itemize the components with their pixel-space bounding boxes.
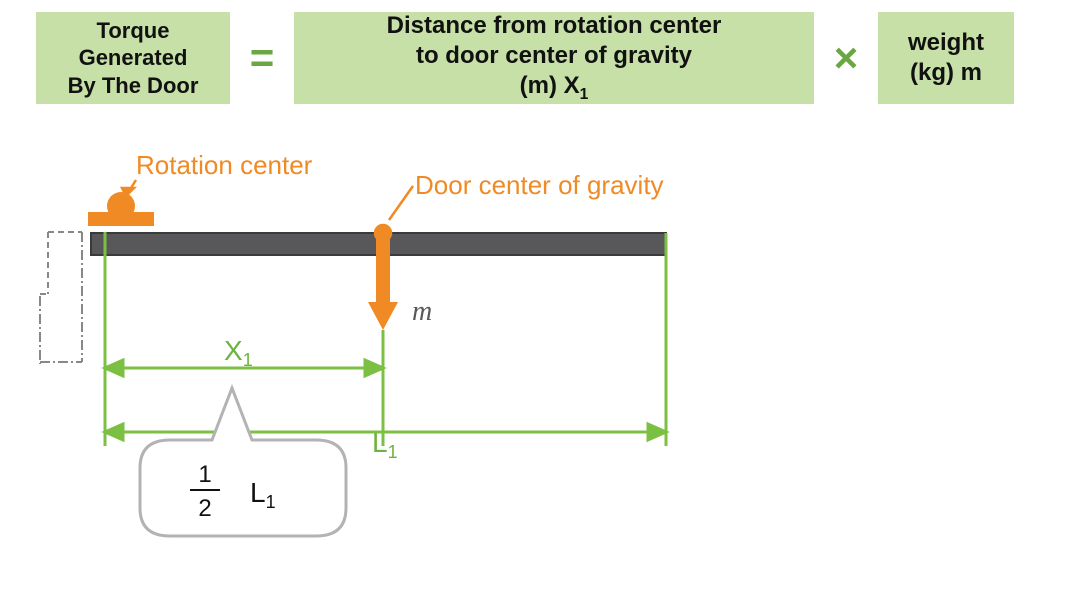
- half-den: 2: [198, 495, 211, 522]
- box1-line1: Torque: [97, 18, 170, 43]
- formula-box-weight: weight (kg) m: [878, 12, 1014, 104]
- box2-line2: to door center of gravity: [416, 42, 692, 69]
- box2-sub: 1: [580, 86, 589, 103]
- hinge-icon: [88, 192, 154, 226]
- formula-row: Torque Generated By The Door = Distance …: [0, 0, 1082, 104]
- half-l1-bubble: 1 2 L1: [140, 388, 346, 536]
- equals-operator: =: [242, 34, 282, 82]
- box1-line3: By The Door: [68, 73, 199, 98]
- leader-rotation-center: [122, 180, 136, 196]
- formula-box-torque: Torque Generated By The Door: [36, 12, 230, 104]
- box1-line2: Generated: [79, 45, 188, 70]
- formula-box-distance: Distance from rotation center to door ce…: [294, 12, 814, 104]
- box3-line2: (kg) m: [910, 59, 982, 86]
- m-italic: m: [412, 296, 432, 327]
- label-cog: Door center of gravity: [415, 170, 664, 200]
- box3-line1: weight: [908, 29, 984, 56]
- label-rotation-center: Rotation center: [136, 150, 313, 180]
- x1-text: X1: [224, 335, 253, 370]
- half-num: 1: [198, 461, 211, 488]
- box2-line3: (m) X: [520, 72, 580, 99]
- wall-bracket: [40, 232, 82, 364]
- times-operator: ×: [826, 34, 866, 82]
- box2-line1: Distance from rotation center: [387, 12, 722, 39]
- torque-diagram: Rotation center Door center of gravity m…: [20, 130, 780, 580]
